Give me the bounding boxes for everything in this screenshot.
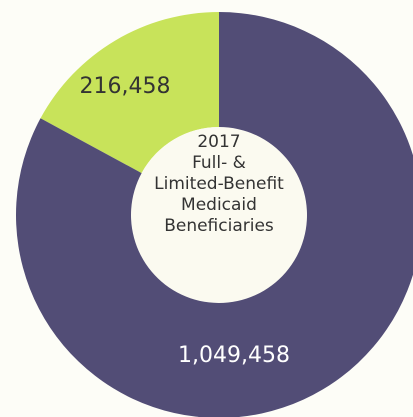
center-label-line: Beneficiaries bbox=[164, 216, 274, 236]
center-label-line: Full- & bbox=[192, 153, 246, 173]
center-label-line: 2017 bbox=[197, 132, 241, 152]
center-label-line: Medicaid bbox=[181, 195, 257, 215]
slice-value-label: 216,458 bbox=[80, 74, 171, 99]
center-label: 2017 Full- & Limited-Benefit Medicaid Be… bbox=[131, 132, 307, 237]
center-label-line: Limited-Benefit bbox=[154, 174, 284, 194]
slice-value-label: 1,049,458 bbox=[178, 343, 290, 368]
donut-slice-0 bbox=[40, 12, 219, 174]
donut-hole bbox=[131, 127, 307, 303]
donut-slice-1 bbox=[16, 12, 413, 417]
